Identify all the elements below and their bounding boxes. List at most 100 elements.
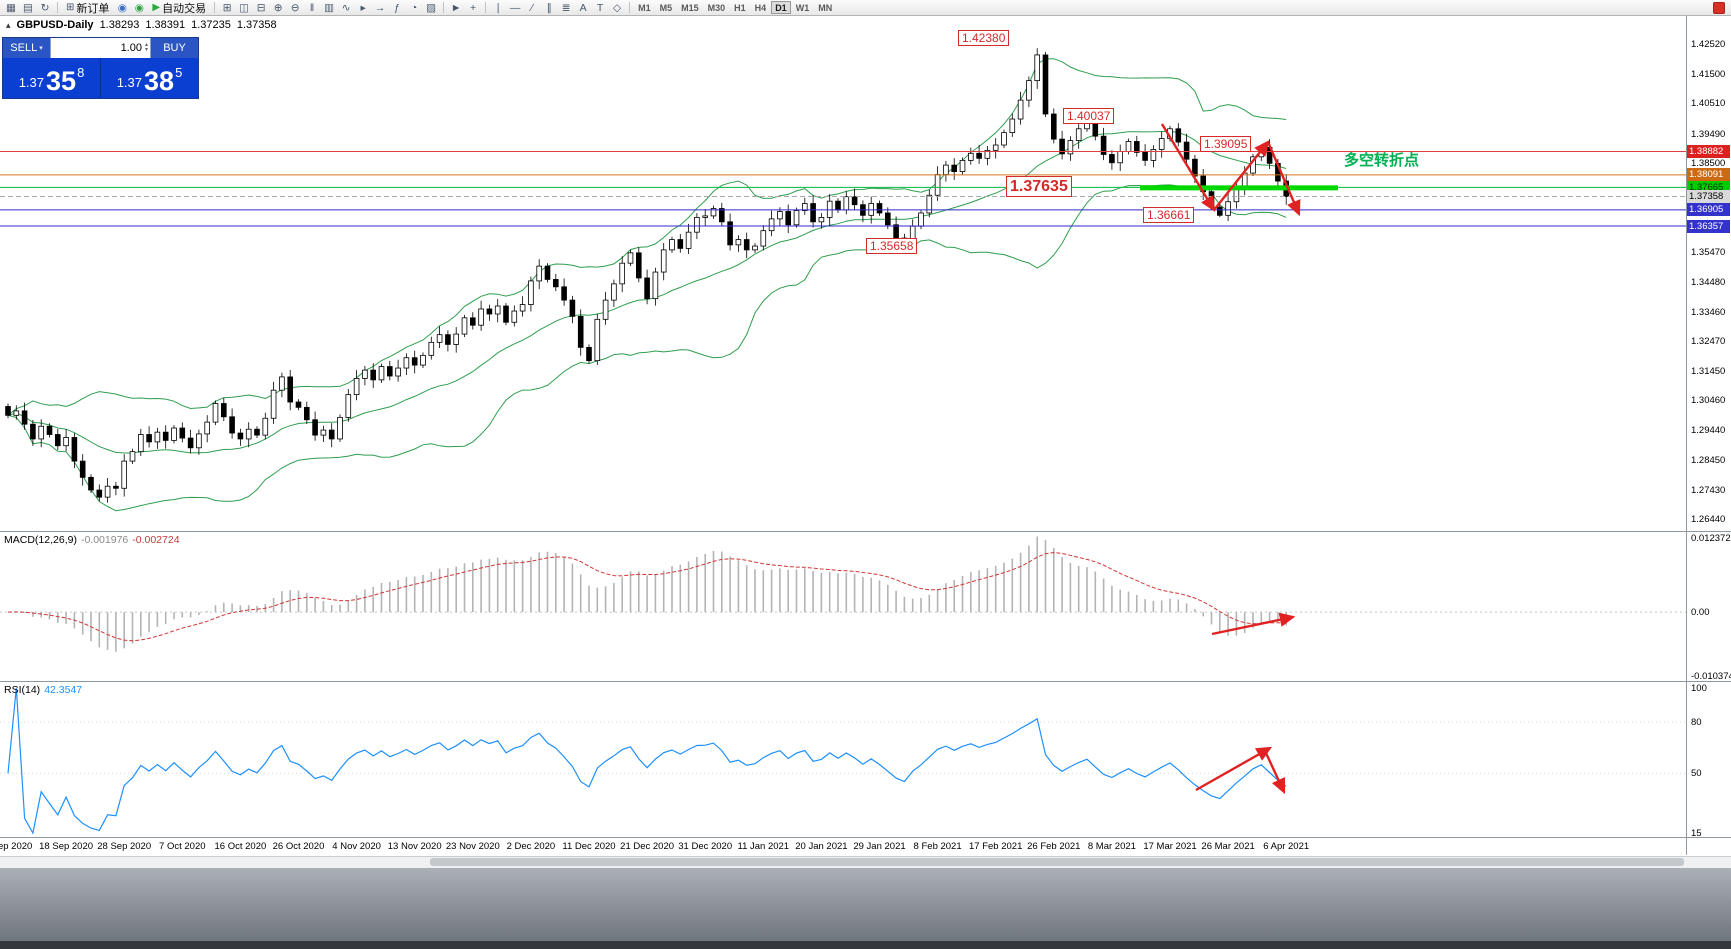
rsi-axis-value: 15 [1691, 828, 1702, 839]
cascade-windows-icon[interactable]: ◫ [239, 1, 250, 14]
crosshair-icon[interactable]: + [470, 1, 477, 14]
market-icon[interactable]: ◉ [134, 1, 144, 14]
timeframe-m30[interactable]: M30 [707, 3, 726, 13]
periods-icon[interactable]: ◔ [410, 1, 418, 14]
fibonacci-icon[interactable]: ≣ [561, 1, 571, 14]
toolbar-separator [443, 2, 445, 13]
spinner-up-icon[interactable]: ▴ [144, 42, 148, 48]
timeframe-m5[interactable]: M5 [659, 3, 673, 13]
toolbar-separator [214, 2, 216, 13]
price-tag-1.36905: 1.36905 [1687, 203, 1730, 217]
cursor-icon[interactable]: ► [450, 1, 462, 14]
rsi-name: RSI(14) [4, 684, 41, 696]
ohlc-bars-icon[interactable]: ‖ [309, 1, 315, 14]
timeframe-w1[interactable]: W1 [795, 3, 810, 13]
toolbar-separator [629, 2, 631, 13]
timeframe-h1[interactable]: H1 [734, 3, 746, 13]
timeframe-d1[interactable]: D1 [771, 1, 791, 14]
time-axis-label: 8 Mar 2021 [1087, 841, 1136, 852]
arrange-windows-icon[interactable]: ⊟ [256, 1, 266, 14]
price-tick: 1.41500 [1691, 69, 1726, 81]
volume-spinner[interactable]: ▴ ▾ [144, 42, 148, 53]
price-tick: 1.39490 [1691, 128, 1726, 140]
horizontal-price-lines[interactable] [0, 150, 1686, 227]
templates-icon[interactable]: ▨ [426, 1, 437, 14]
price-callout[interactable]: 1.42380 [958, 30, 1010, 46]
time-axis-label: 11 Jan 2021 [737, 841, 790, 852]
trend-arrow-macd[interactable] [1211, 612, 1296, 636]
trend-arrow-main[interactable] [1213, 140, 1270, 211]
buy-price[interactable]: 1.37 38 5 [101, 58, 198, 98]
timeframe-m15[interactable]: M15 [681, 3, 699, 13]
line-chart-icon[interactable]: ∿ [341, 1, 351, 14]
volume-value: 1.00 [120, 42, 142, 54]
trend-arrow-main[interactable] [1160, 123, 1216, 213]
price-callout[interactable]: 1.35658 [866, 238, 918, 254]
price-tick: 1.32470 [1691, 335, 1726, 347]
profiles-icon[interactable]: ▤ [23, 1, 33, 14]
rsi-axis-value: 80 [1691, 717, 1702, 729]
buy-button[interactable]: BUY [151, 38, 198, 58]
spinner-down-icon[interactable]: ▾ [144, 47, 148, 53]
chart-collapse-icon[interactable]: ▴ [6, 20, 11, 30]
macd-signal-value: -0.002724 [132, 534, 180, 546]
time-axis-label: 26 Mar 2021 [1201, 841, 1255, 852]
buy-price-pips: 38 [144, 66, 175, 96]
timeframe-h4[interactable]: H4 [754, 3, 767, 13]
drawn-annotations[interactable] [1140, 123, 1338, 795]
refresh-icon[interactable]: ↻ [40, 1, 50, 14]
trend-arrow-rsi[interactable] [1264, 752, 1286, 795]
label-icon[interactable]: T [596, 1, 604, 14]
zoom-in-icon[interactable]: ⊕ [273, 1, 283, 14]
price-tick: 1.27430 [1691, 484, 1726, 496]
bull-bear-turning-point-note[interactable]: 多空转折点 [1344, 152, 1420, 169]
panel-splitter-macd[interactable] [0, 531, 1731, 532]
price-tag-1.36357: 1.36357 [1687, 219, 1730, 233]
rsi-plot [0, 687, 1686, 835]
time-axis-border [0, 837, 1731, 838]
new-order-button[interactable]: ⊞ 新订单 [62, 1, 113, 15]
rsi-indicator-label: RSI(14) 42.3547 [4, 684, 82, 696]
auto-scroll-icon[interactable]: ▸ [360, 1, 366, 14]
text-icon[interactable]: A [579, 1, 587, 14]
trend-arrow-rsi[interactable] [1195, 746, 1273, 792]
price-tick: 1.30460 [1691, 395, 1726, 407]
support-band-line[interactable] [1140, 185, 1338, 191]
scrollbar-thumb[interactable] [430, 858, 1684, 866]
price-tag-1.38091: 1.38091 [1687, 168, 1730, 182]
volume-input[interactable]: 1.00 ▴ ▾ [50, 38, 151, 58]
trend-arrow-main[interactable] [1266, 141, 1301, 217]
horizontal-line-icon[interactable]: ― [509, 1, 521, 14]
sell-button[interactable]: SELL ▾ [3, 38, 50, 58]
price-callout[interactable]: 1.40037 [1063, 108, 1115, 124]
price-axis-border[interactable] [1686, 16, 1687, 855]
metaeditor-icon[interactable]: ◉ [117, 1, 127, 14]
auto-trading-icon: ▶ [152, 2, 161, 13]
chart-shift-icon[interactable]: → [374, 1, 386, 14]
charts-red-icon[interactable] [1713, 1, 1725, 14]
tile-windows-icon[interactable]: ⊞ [222, 1, 232, 14]
timeframe-mn[interactable]: MN [818, 3, 833, 13]
time-axis-label: 6 Apr 2021 [1263, 841, 1310, 852]
panel-splitter-rsi[interactable] [0, 681, 1731, 682]
time-axis-label: 23 Nov 2020 [445, 841, 500, 852]
price-callout[interactable]: 1.39095 [1200, 136, 1252, 152]
shapes-icon[interactable]: ◇ [613, 1, 622, 14]
channel-icon[interactable]: ∥ [546, 1, 552, 14]
sell-price[interactable]: 1.37 35 8 [3, 58, 101, 98]
candlestick-icon[interactable]: ▥ [324, 1, 335, 14]
price-callout[interactable]: 1.37635 [1006, 176, 1072, 197]
timeframe-m1[interactable]: M1 [638, 3, 651, 13]
auto-trading-button[interactable]: ▶ 自动交易 [148, 1, 210, 15]
price-callout[interactable]: 1.36661 [1143, 207, 1195, 223]
trendline-icon[interactable]: ∕ [531, 1, 533, 14]
window-bottom-edge [0, 941, 1731, 949]
macd-main-value: -0.001976 [80, 534, 129, 546]
time-axis-label: 28 Sep 2020 [97, 841, 152, 852]
zoom-out-icon[interactable]: ⊖ [290, 1, 300, 14]
new-chart-icon[interactable]: ▦ [6, 1, 16, 14]
time-axis-label: 17 Mar 2021 [1143, 841, 1197, 852]
vertical-line-icon[interactable]: ∣ [495, 1, 501, 14]
indicators-icon[interactable]: ƒ [394, 1, 401, 14]
